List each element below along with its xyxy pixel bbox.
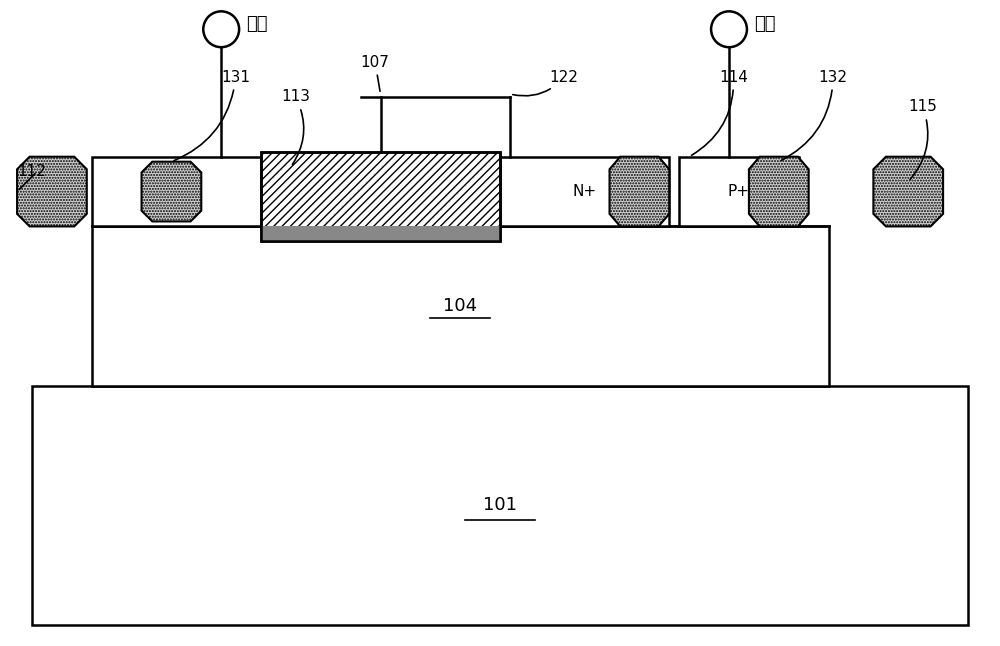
Polygon shape [142,162,201,222]
Text: 132: 132 [781,70,848,160]
Text: 131: 131 [174,70,250,161]
Bar [92,226,829,386]
Text: 114: 114 [692,70,748,155]
Text: 122: 122 [513,70,579,96]
Text: P+: P+ [728,184,750,199]
Text: N+: N+ [164,184,188,199]
Polygon shape [17,157,87,226]
Bar [679,157,799,226]
Bar [261,152,500,242]
Text: 113: 113 [281,90,310,164]
Bar [92,157,261,226]
Bar [32,386,968,625]
Text: 115: 115 [908,99,937,180]
Bar [500,157,669,226]
Polygon shape [749,157,809,226]
Text: 112: 112 [17,164,46,179]
Text: N+: N+ [573,184,597,199]
Text: 107: 107 [361,55,389,91]
Bar [261,152,500,242]
Polygon shape [610,157,669,226]
Polygon shape [873,157,943,226]
Bar [261,226,500,242]
Text: 104: 104 [443,297,477,315]
Text: 101: 101 [483,496,517,514]
Bar [261,226,500,242]
Text: 阳极: 阳极 [246,16,268,34]
Text: 阴极: 阴极 [754,16,775,34]
